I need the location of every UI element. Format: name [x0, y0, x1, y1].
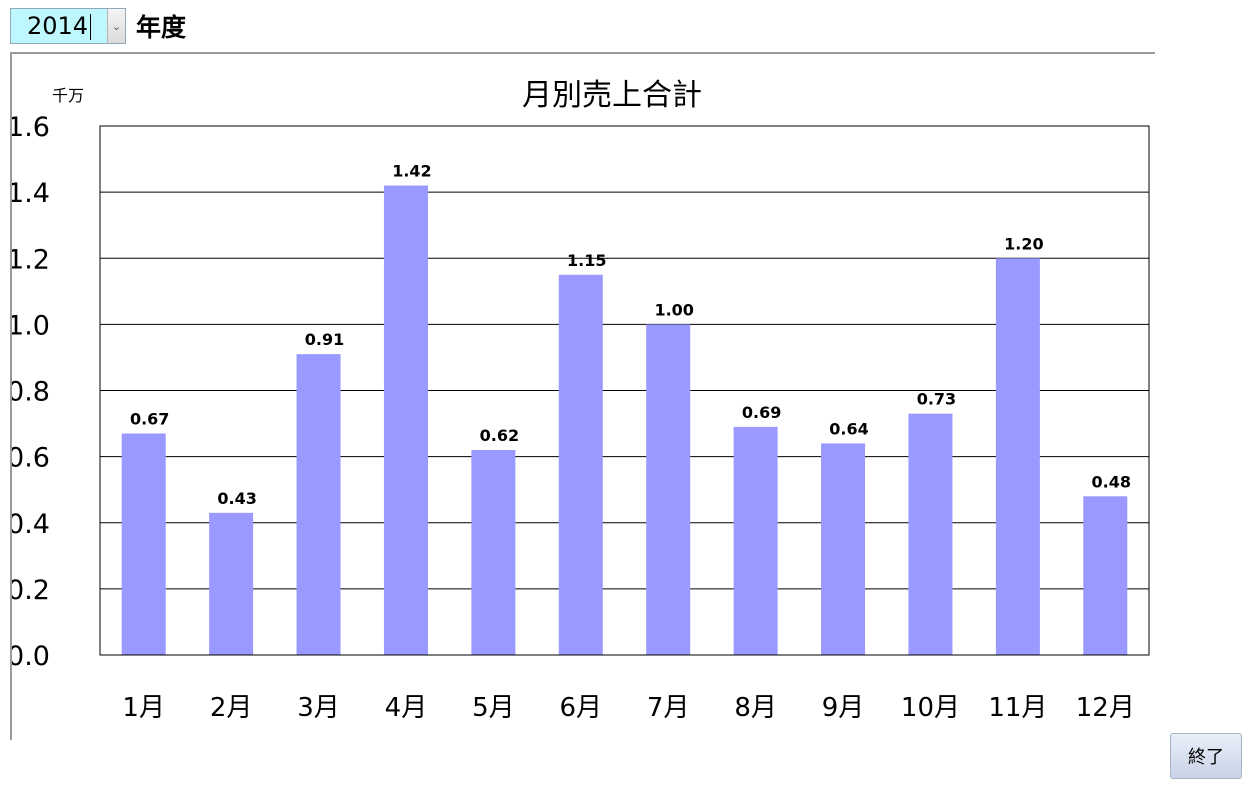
x-tick-label: 3月 — [297, 693, 340, 723]
bar — [296, 354, 341, 655]
plot-border — [99, 125, 1150, 656]
x-tick-label: 9月 — [822, 693, 865, 723]
data-label: 1.42 — [392, 162, 431, 181]
text-caret — [90, 14, 92, 40]
x-tick-label: 4月 — [385, 693, 428, 723]
bar — [995, 258, 1040, 655]
x-tick-label: 8月 — [734, 693, 777, 723]
bar — [733, 426, 778, 655]
data-label: 0.91 — [305, 330, 344, 349]
bar — [908, 413, 953, 655]
data-label: 0.48 — [1092, 472, 1131, 491]
year-row: 2014 ⌄ 年度 — [10, 6, 186, 46]
chevron-down-icon[interactable]: ⌄ — [107, 9, 125, 43]
y-tick-label: 0.8 — [12, 377, 50, 408]
x-tick-label: 7月 — [647, 693, 690, 723]
bar-chart: 0.0 0.2 0.4 0.6 0.8 1.0 1.2 1.4 1.6 0.67 1月 0.43 2月 0… — [12, 112, 1150, 723]
x-tick-label: 10月 — [901, 693, 960, 723]
bar — [471, 450, 516, 655]
end-button[interactable]: 終了 — [1170, 733, 1242, 779]
x-tick-label: 12月 — [1076, 693, 1135, 723]
year-value[interactable]: 2014 — [11, 12, 93, 40]
chart-title: 月別売上合計 — [522, 78, 702, 113]
y-tick-label: 0.2 — [12, 575, 50, 606]
data-label: 1.15 — [567, 251, 606, 270]
data-label: 1.20 — [1004, 234, 1043, 253]
data-label: 0.69 — [742, 403, 781, 422]
x-tick-label: 5月 — [472, 693, 515, 723]
chart-panel: 千万 月別売上合計 0.0 0.2 0.4 0.6 0.8 1.0 1.2 1.4 1.6 0.6… — [10, 52, 1155, 740]
bar — [646, 324, 691, 655]
bar — [121, 433, 166, 655]
year-select[interactable]: 2014 ⌄ — [10, 8, 126, 44]
data-label: 0.67 — [130, 409, 169, 428]
data-label: 0.64 — [829, 419, 868, 438]
year-suffix-label: 年度 — [136, 13, 187, 42]
bar — [1083, 496, 1128, 655]
unit-label: 千万 — [52, 86, 85, 105]
bar — [558, 274, 603, 655]
data-label: 0.43 — [217, 489, 256, 508]
y-tick-label: 1.6 — [12, 112, 50, 143]
bar — [209, 512, 254, 655]
y-tick-label: 0.4 — [12, 509, 50, 540]
y-tick-label: 1.0 — [12, 310, 50, 341]
x-tick-label: 11月 — [988, 693, 1047, 723]
bar — [821, 443, 866, 655]
x-tick-label: 6月 — [560, 693, 603, 723]
bar — [383, 185, 428, 655]
y-tick-label: 1.2 — [12, 244, 50, 275]
y-tick-label: 1.4 — [12, 178, 50, 209]
data-label: 1.00 — [654, 300, 693, 319]
x-tick-label: 2月 — [210, 693, 253, 723]
y-tick-label: 0.0 — [12, 641, 50, 672]
data-label: 0.73 — [917, 390, 956, 409]
y-tick-label: 0.6 — [12, 443, 50, 474]
data-label: 0.62 — [480, 426, 519, 445]
x-tick-label: 1月 — [122, 693, 165, 723]
